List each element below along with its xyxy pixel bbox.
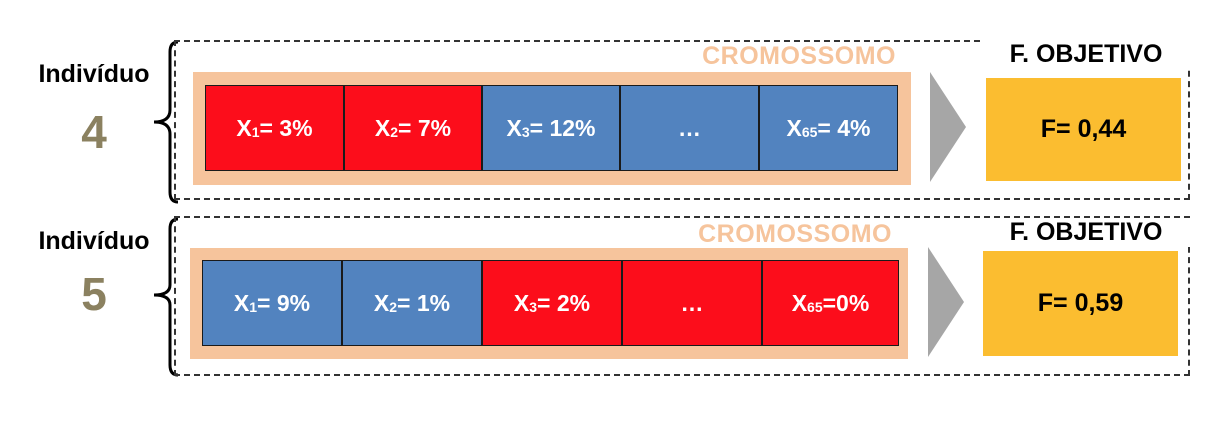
gene-value: = 4% (817, 114, 871, 141)
left-brace (153, 40, 179, 204)
gene-value: =0% (822, 289, 870, 316)
gene-ellipsis: … (620, 85, 759, 171)
individual-frame (174, 216, 1190, 376)
gene-value: = 2% (537, 289, 591, 316)
chromosome-title: CROMOSSOMO (698, 220, 892, 248)
gene-base: X (513, 289, 530, 316)
gene-base: X (786, 114, 802, 141)
gene-value: = 7% (398, 114, 452, 141)
gene-subscript: 3 (529, 299, 538, 315)
gene-value: = 1% (397, 289, 451, 316)
gene-x1: X 1 = 3% (205, 85, 344, 171)
individual-4: Indivíduo 4 CROMOSSOMO X 1 = 3% X 2 = 7% X 3 =… (0, 0, 1232, 215)
gene-base: X (233, 289, 250, 316)
gene-subscript: 2 (389, 299, 398, 315)
gene-subscript: 1 (249, 299, 258, 315)
chromosome-title: CROMOSSOMO (702, 42, 896, 70)
gene-subscript: 1 (251, 124, 260, 140)
arrow-icon (928, 247, 964, 357)
gene-ellipsis: … (622, 260, 762, 346)
objective-title: F. OBJETIVO (982, 218, 1190, 247)
gene-x2: X 2 = 1% (342, 260, 482, 346)
gene-x3: X 3 = 2% (482, 260, 622, 346)
objective-value-box: F= 0,59 (983, 251, 1178, 356)
gene-x2: X 2 = 7% (344, 85, 482, 171)
individual-5: Indivíduo 5 CROMOSSOMO X 1 = 9% X 2 = 1% X 3 =… (0, 215, 1232, 400)
gene-subscript: 65 (807, 299, 823, 315)
gene-subscript: 3 (521, 124, 530, 140)
objective-value: F= 0,44 (1040, 115, 1127, 143)
gene-list: X 1 = 3% X 2 = 7% X 3 = 12% … X 65 = 4% (205, 85, 898, 171)
objective-value: F= 0,59 (1037, 289, 1124, 317)
arrow-icon (930, 72, 966, 182)
gene-list: X 1 = 9% X 2 = 1% X 3 = 2% … X 65 =0% (202, 260, 899, 346)
gene-base: … (680, 289, 704, 316)
gene-base: X (374, 114, 391, 141)
individual-label: Indivíduo (38, 227, 150, 255)
gene-value: = 3% (259, 114, 313, 141)
left-brace (153, 217, 179, 377)
objective-value-box: F= 0,44 (986, 78, 1181, 181)
individual-label: Indivíduo (38, 60, 150, 88)
gene-base: X (373, 289, 390, 316)
gene-base: X (506, 114, 522, 141)
objective-title: F. OBJETIVO (982, 40, 1190, 69)
gene-subscript: 65 (801, 124, 818, 140)
gene-base: … (678, 114, 701, 141)
gene-x65: X 65 =0% (762, 260, 899, 346)
gene-value: = 12% (529, 114, 596, 141)
individual-number: 5 (81, 268, 107, 320)
gene-x3: X 3 = 12% (482, 85, 620, 171)
individual-frame (174, 40, 1190, 200)
gene-base: X (791, 289, 808, 316)
gene-value: = 9% (257, 289, 311, 316)
gene-x1: X 1 = 9% (202, 260, 342, 346)
individual-number: 4 (81, 106, 107, 158)
gene-subscript: 2 (390, 124, 399, 140)
gene-base: X (236, 114, 252, 141)
gene-x65: X 65 = 4% (759, 85, 898, 171)
